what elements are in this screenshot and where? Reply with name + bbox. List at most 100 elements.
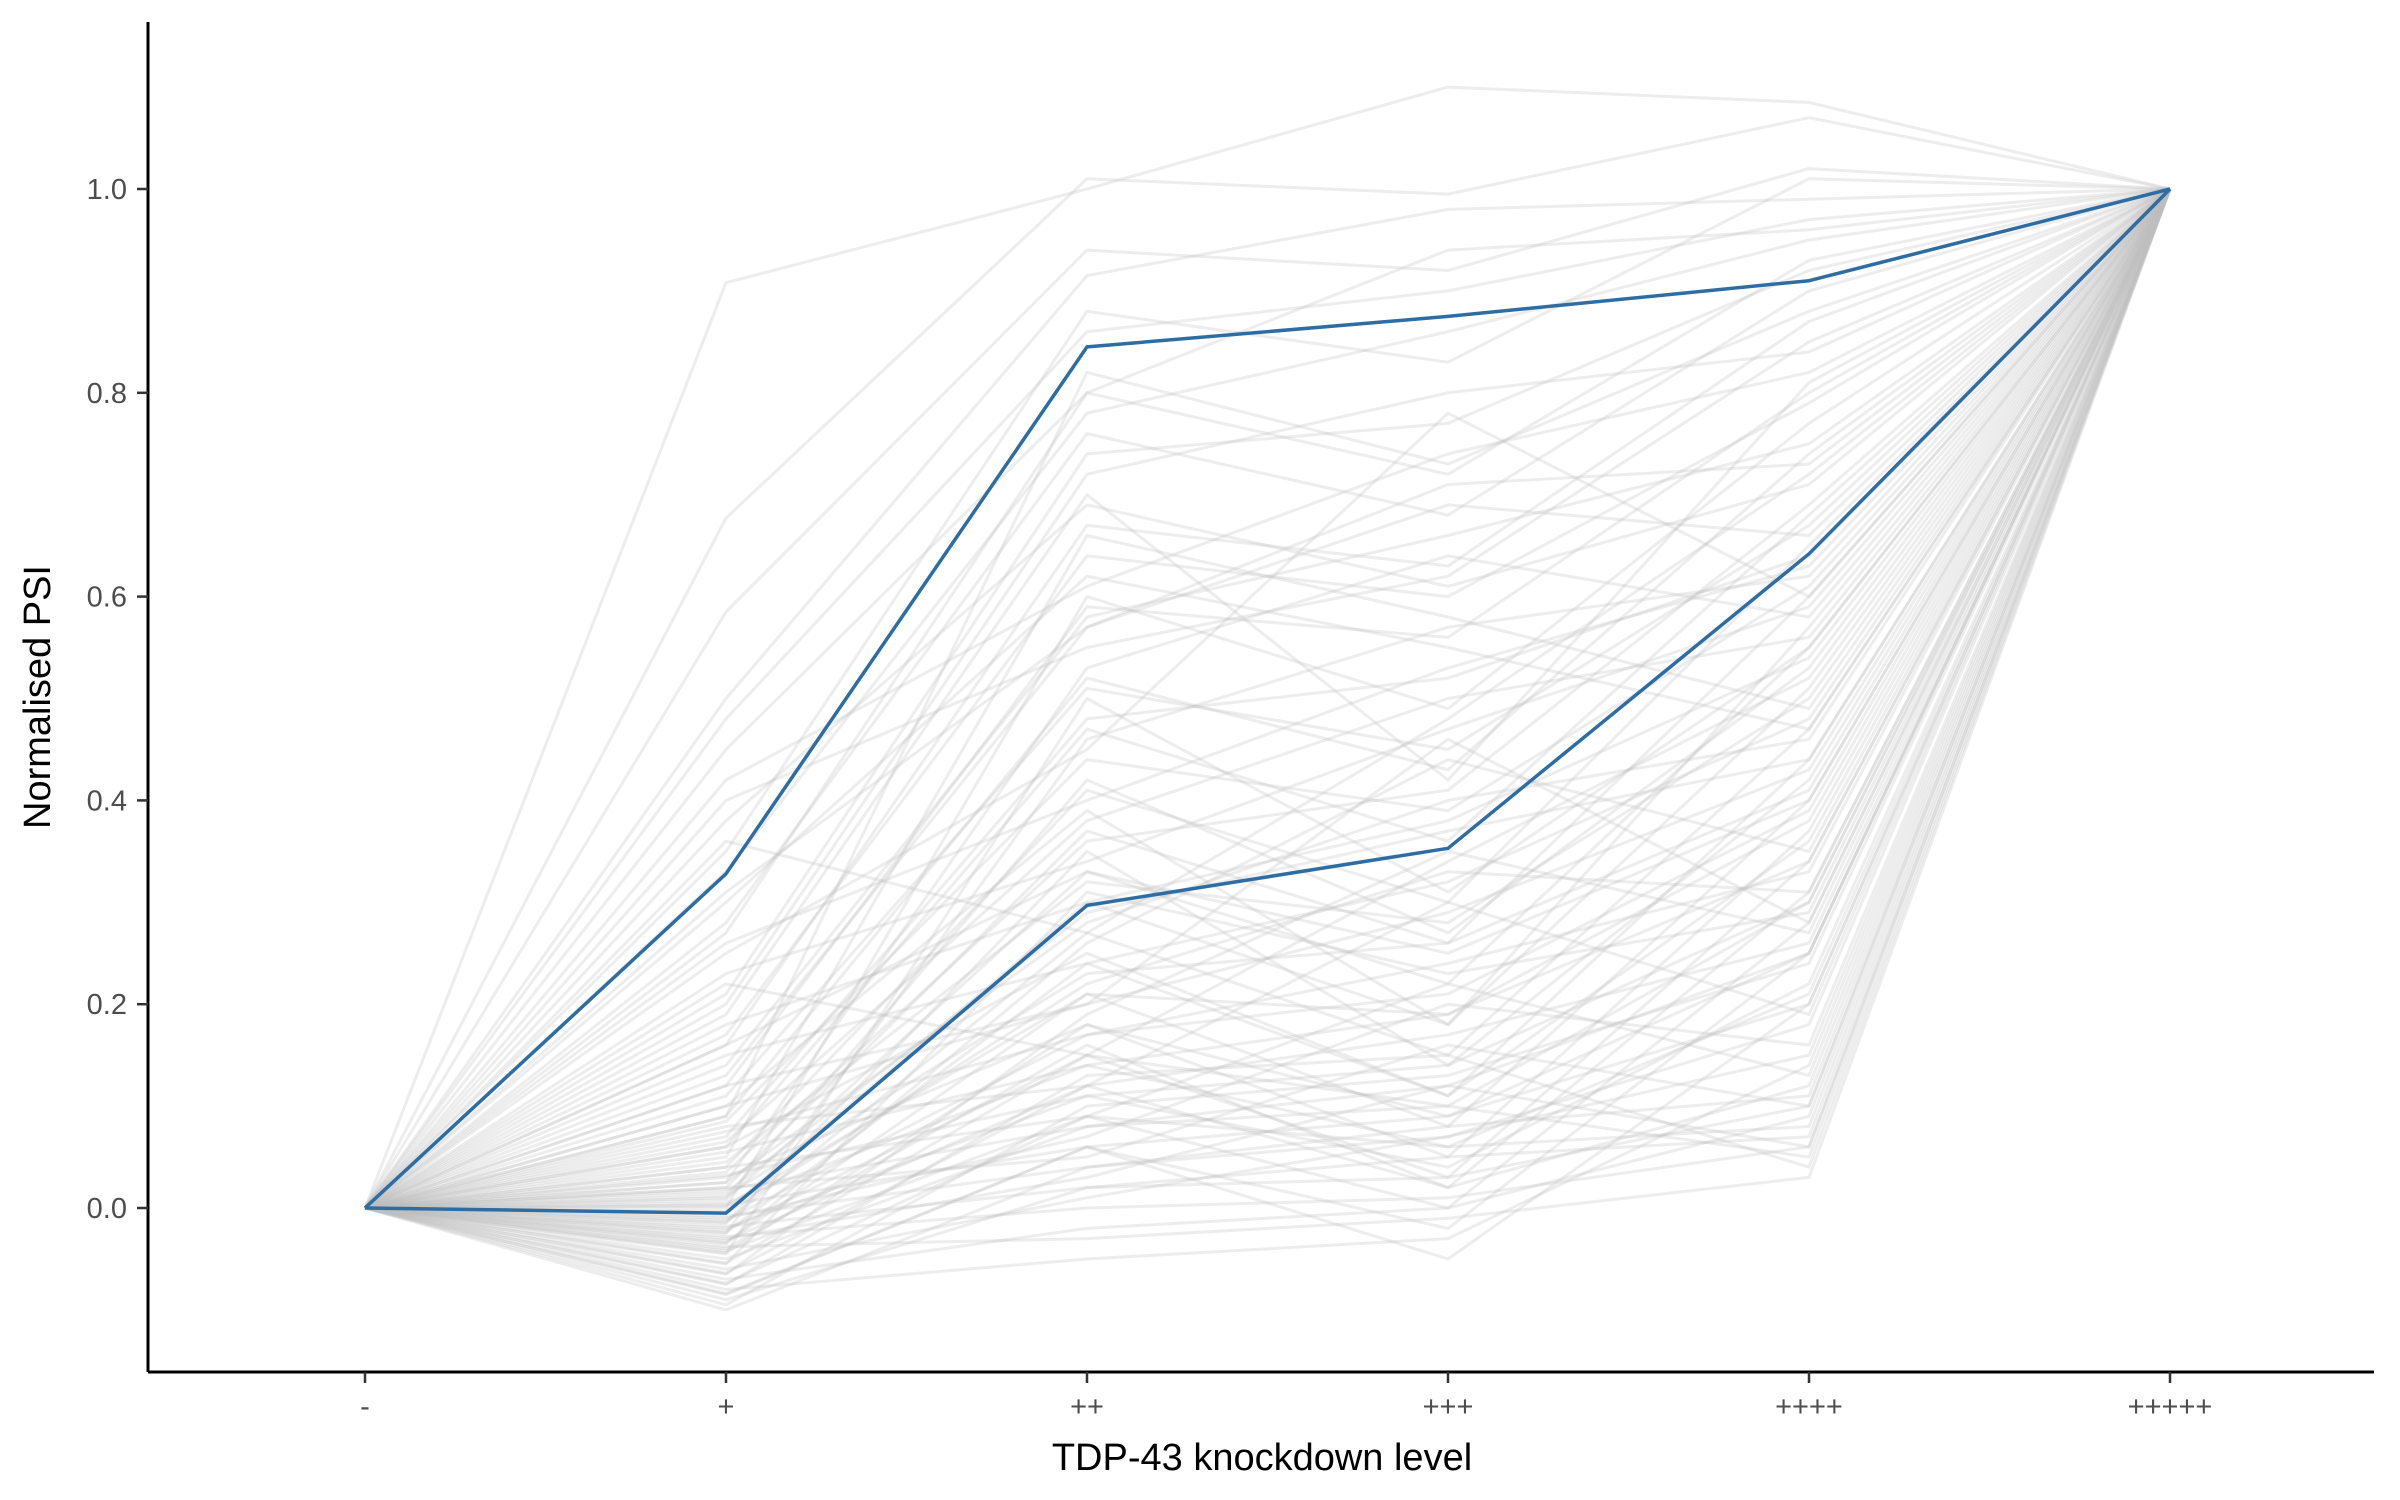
background-series-line	[364, 187, 2171, 1210]
background-series-line	[364, 188, 2172, 1245]
y-tick-label: 1.0	[87, 174, 127, 206]
background-series-line	[364, 188, 2172, 1251]
background-series-line	[364, 188, 2172, 1210]
highlight-series-line	[363, 187, 2171, 1210]
background-series-line	[364, 188, 2172, 1210]
background-series-line	[364, 188, 2172, 1210]
background-series-line	[364, 188, 2172, 1210]
x-tick-label: +++	[1423, 1391, 1474, 1423]
background-series-line	[364, 188, 2172, 1261]
background-series-line	[364, 188, 2172, 1210]
background-series-line	[364, 187, 2172, 1210]
background-series-line	[364, 187, 2171, 1210]
x-tick-label: ++	[1070, 1391, 1104, 1423]
background-series-line	[364, 188, 2172, 1256]
background-series-line	[364, 188, 2172, 1210]
background-series-line	[364, 188, 2172, 1271]
background-series-line	[363, 187, 2171, 1209]
background-series-line	[364, 188, 2172, 1210]
y-axis-title: Normalised PSI	[17, 565, 59, 829]
background-series-line	[364, 188, 2172, 1275]
background-series-line	[364, 188, 2172, 1210]
background-series-line	[364, 187, 2171, 1210]
background-series-line	[363, 187, 2171, 1209]
background-series-line	[364, 188, 2172, 1210]
y-tick-label: 0.2	[87, 989, 127, 1021]
background-series-line	[364, 188, 2172, 1266]
background-series-line	[364, 188, 2172, 1210]
background-series-line	[363, 187, 2171, 1209]
background-series-line	[364, 188, 2172, 1232]
background-series-line	[364, 187, 2172, 1235]
x-tick-label: -	[360, 1391, 370, 1423]
background-series-line	[364, 188, 2172, 1210]
background-series-line	[364, 188, 2172, 1210]
background-series-line	[364, 188, 2172, 1210]
background-series-line	[364, 188, 2172, 1238]
background-series-line	[364, 188, 2172, 1246]
background-series-line	[364, 187, 2171, 1210]
background-series-line	[364, 188, 2172, 1210]
background-series-line	[364, 187, 2171, 1210]
x-ticks: - + ++ +++ ++++ +++++	[360, 1372, 2212, 1423]
x-tick-label: +	[718, 1391, 735, 1423]
highlight-series-layer	[363, 187, 2172, 1215]
background-series-line	[365, 187, 2171, 1210]
x-axis-title: TDP-43 knockdown level	[1052, 1437, 1472, 1479]
background-series-line	[363, 177, 2171, 1210]
background-series-line	[364, 188, 2172, 1210]
background-series-line	[364, 188, 2172, 1210]
background-series-line	[364, 188, 2172, 1253]
background-series-line	[364, 187, 2172, 1210]
background-series-line	[364, 188, 2172, 1210]
background-series-line	[364, 188, 2172, 1210]
background-series-line	[364, 188, 2172, 1210]
background-series-line	[364, 188, 2172, 1210]
background-series-line	[364, 188, 2172, 1210]
background-series-line	[363, 85, 2171, 1209]
background-series-line	[364, 187, 2171, 1210]
background-series-line	[364, 187, 2172, 1210]
background-series-line	[364, 187, 2171, 1210]
background-series-line	[364, 187, 2171, 1210]
background-series-line	[364, 188, 2172, 1210]
background-series-line	[364, 188, 2172, 1312]
background-series-line	[364, 188, 2172, 1307]
background-series-layer	[363, 85, 2172, 1312]
background-series-line	[364, 187, 2171, 1210]
background-series-line	[364, 188, 2172, 1210]
background-series-line	[363, 187, 2171, 1210]
background-series-line	[364, 188, 2172, 1225]
background-series-line	[364, 188, 2172, 1276]
background-series-line	[364, 188, 2172, 1255]
y-ticks: 0.0 0.2 0.4 0.6 0.8 1.0	[87, 174, 148, 1225]
background-series-line	[364, 188, 2172, 1281]
background-series-line	[364, 188, 2172, 1243]
background-series-line	[364, 187, 2172, 1210]
x-tick-label: ++++	[1775, 1391, 1843, 1423]
highlight-series-line	[364, 187, 2172, 1215]
background-series-line	[364, 187, 2171, 1210]
background-series-line	[364, 188, 2172, 1222]
background-series-line	[364, 187, 2171, 1210]
background-series-line	[364, 188, 2172, 1224]
background-series-line	[364, 188, 2172, 1285]
background-series-line	[364, 188, 2172, 1210]
background-series-line	[364, 188, 2172, 1241]
background-series-line	[364, 188, 2172, 1230]
background-series-line	[364, 187, 2172, 1210]
y-tick-label: 0.6	[87, 582, 127, 614]
background-series-line	[364, 188, 2172, 1210]
background-series-line	[364, 188, 2172, 1220]
background-series-line	[364, 188, 2172, 1291]
background-series-line	[364, 188, 2172, 1210]
background-series-line	[364, 188, 2172, 1218]
background-series-line	[364, 188, 2172, 1297]
background-series-line	[363, 187, 2171, 1210]
background-series-line	[364, 188, 2172, 1210]
y-tick-label: 0.0	[87, 1193, 127, 1225]
background-series-line	[364, 188, 2172, 1210]
background-series-line	[364, 188, 2172, 1302]
background-series-line	[364, 188, 2172, 1265]
